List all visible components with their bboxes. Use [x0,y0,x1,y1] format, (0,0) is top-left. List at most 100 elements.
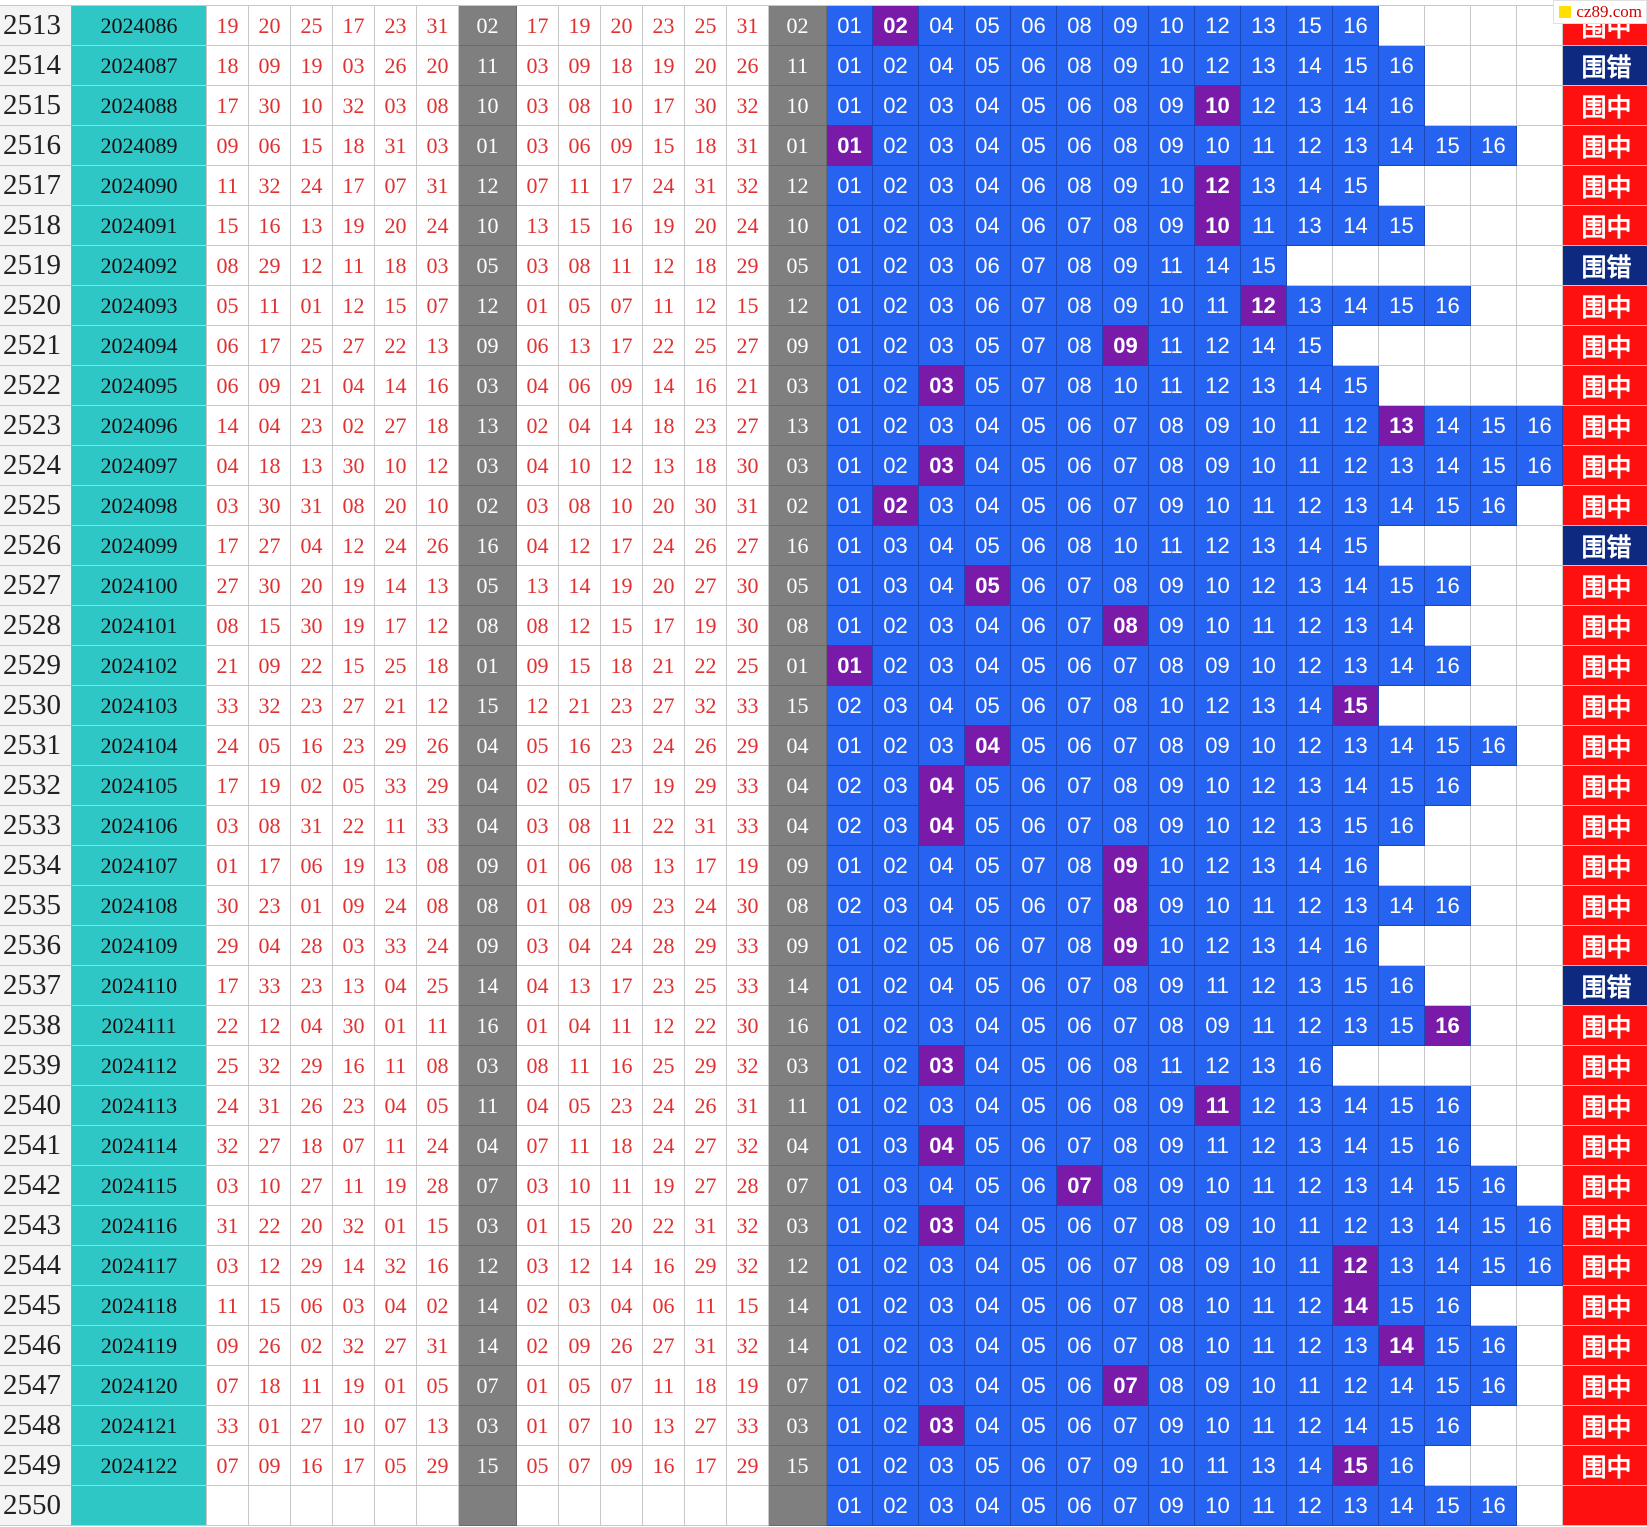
empty-cell[interactable] [1517,246,1563,286]
pick-number-cell[interactable]: 16 [1517,446,1563,486]
pick-number-cell[interactable]: 14 [1287,846,1333,886]
pick-number-cell[interactable]: 16 [1333,6,1379,46]
sorted-number-cell[interactable]: 31 [727,1086,769,1126]
sorted-number-cell[interactable]: 26 [685,726,727,766]
sorted-number-cell[interactable]: 05 [559,286,601,326]
draw-number-cell[interactable]: 18 [333,126,375,166]
pick-number-cell[interactable]: 14 [1379,646,1425,686]
draw-number-cell[interactable]: 32 [375,1246,417,1286]
pick-number-cell[interactable]: 07 [1011,366,1057,406]
sorted-number-cell[interactable]: 10 [559,1166,601,1206]
special-number-cell[interactable]: 04 [769,726,827,766]
sorted-number-cell[interactable]: 12 [643,1006,685,1046]
special-number-cell[interactable]: 09 [459,326,517,366]
sorted-number-cell[interactable]: 17 [517,6,559,46]
row-number[interactable]: 2527 [0,566,72,606]
empty-cell[interactable] [1379,686,1425,726]
pick-number-cell[interactable]: 16 [1333,846,1379,886]
draw-number-cell[interactable]: 08 [417,846,459,886]
sorted-number-cell[interactable]: 16 [685,366,727,406]
hit-number-cell[interactable]: 01 [827,646,873,686]
special-number-cell[interactable]: 03 [769,366,827,406]
pick-number-cell[interactable]: 02 [873,966,919,1006]
hit-number-cell[interactable]: 03 [919,366,965,406]
pick-number-cell[interactable]: 09 [1149,86,1195,126]
special-number-cell[interactable]: 02 [459,6,517,46]
draw-number-cell[interactable]: 17 [207,966,249,1006]
empty-cell[interactable] [1379,846,1425,886]
draw-number-cell[interactable]: 01 [291,886,333,926]
sorted-number-cell[interactable]: 30 [727,886,769,926]
pick-number-cell[interactable]: 07 [1011,246,1057,286]
pick-number-cell[interactable]: 04 [965,446,1011,486]
sorted-number-cell[interactable] [517,1486,559,1526]
pick-number-cell[interactable]: 06 [1057,1086,1103,1126]
pick-number-cell[interactable]: 08 [1149,1246,1195,1286]
empty-cell[interactable] [1517,806,1563,846]
draw-number-cell[interactable]: 02 [291,1326,333,1366]
pick-number-cell[interactable]: 16 [1471,1366,1517,1406]
pick-number-cell[interactable]: 16 [1287,1046,1333,1086]
pick-number-cell[interactable]: 02 [873,1206,919,1246]
empty-cell[interactable] [1379,246,1425,286]
draw-number-cell[interactable]: 10 [417,486,459,526]
draw-number-cell[interactable]: 12 [291,246,333,286]
sorted-number-cell[interactable]: 30 [727,606,769,646]
pick-number-cell[interactable]: 04 [965,1286,1011,1326]
sorted-number-cell[interactable]: 11 [601,1006,643,1046]
draw-number-cell[interactable]: 19 [375,1166,417,1206]
period-cell[interactable]: 2024116 [72,1206,207,1246]
pick-number-cell[interactable]: 01 [827,246,873,286]
empty-cell[interactable] [1517,766,1563,806]
pick-number-cell[interactable]: 01 [827,1246,873,1286]
pick-number-cell[interactable]: 04 [965,206,1011,246]
pick-number-cell[interactable]: 13 [1333,1166,1379,1206]
special-number-cell[interactable]: 01 [459,646,517,686]
pick-number-cell[interactable]: 03 [873,526,919,566]
hit-number-cell[interactable]: 10 [1195,86,1241,126]
pick-number-cell[interactable]: 06 [1011,886,1057,926]
draw-number-cell[interactable]: 29 [375,726,417,766]
result-win-badge[interactable]: 围中 [1563,446,1647,486]
sorted-number-cell[interactable]: 11 [601,246,643,286]
special-number-cell[interactable]: 01 [459,126,517,166]
pick-number-cell[interactable]: 13 [1287,966,1333,1006]
hit-number-cell[interactable]: 11 [1195,1086,1241,1126]
draw-number-cell[interactable]: 08 [417,1046,459,1086]
pick-number-cell[interactable]: 02 [827,886,873,926]
row-number[interactable]: 2545 [0,1286,72,1326]
draw-number-cell[interactable]: 31 [249,1086,291,1126]
pick-number-cell[interactable]: 10 [1241,726,1287,766]
pick-number-cell[interactable]: 14 [1333,206,1379,246]
draw-number-cell[interactable]: 03 [417,126,459,166]
pick-number-cell[interactable]: 06 [1011,686,1057,726]
pick-number-cell[interactable]: 15 [1471,1246,1517,1286]
draw-number-cell[interactable]: 29 [291,1246,333,1286]
pick-number-cell[interactable]: 10 [1241,646,1287,686]
sorted-number-cell[interactable]: 08 [559,86,601,126]
pick-number-cell[interactable]: 10 [1195,1166,1241,1206]
draw-number-cell[interactable]: 01 [291,286,333,326]
result-win-badge[interactable]: 围中 [1563,86,1647,126]
pick-number-cell[interactable]: 04 [965,1006,1011,1046]
pick-number-cell[interactable]: 10 [1195,126,1241,166]
result-miss-badge[interactable]: 围错 [1563,246,1647,286]
hit-number-cell[interactable]: 03 [919,1206,965,1246]
period-cell[interactable]: 2024090 [72,166,207,206]
result-win-badge[interactable]: 围中 [1563,1086,1647,1126]
pick-number-cell[interactable]: 03 [919,1446,965,1486]
draw-number-cell[interactable]: 01 [249,1406,291,1446]
pick-number-cell[interactable]: 10 [1103,366,1149,406]
draw-number-cell[interactable]: 19 [249,766,291,806]
sorted-number-cell[interactable]: 30 [727,566,769,606]
draw-number-cell[interactable]: 25 [291,326,333,366]
result-win-badge[interactable]: 围中 [1563,686,1647,726]
sorted-number-cell[interactable]: 04 [517,966,559,1006]
sorted-number-cell[interactable]: 12 [601,446,643,486]
sorted-number-cell[interactable]: 13 [517,566,559,606]
period-cell[interactable]: 2024087 [72,46,207,86]
pick-number-cell[interactable]: 09 [1195,1246,1241,1286]
pick-number-cell[interactable]: 09 [1103,46,1149,86]
draw-number-cell[interactable]: 25 [417,966,459,1006]
pick-number-cell[interactable]: 15 [1379,1126,1425,1166]
